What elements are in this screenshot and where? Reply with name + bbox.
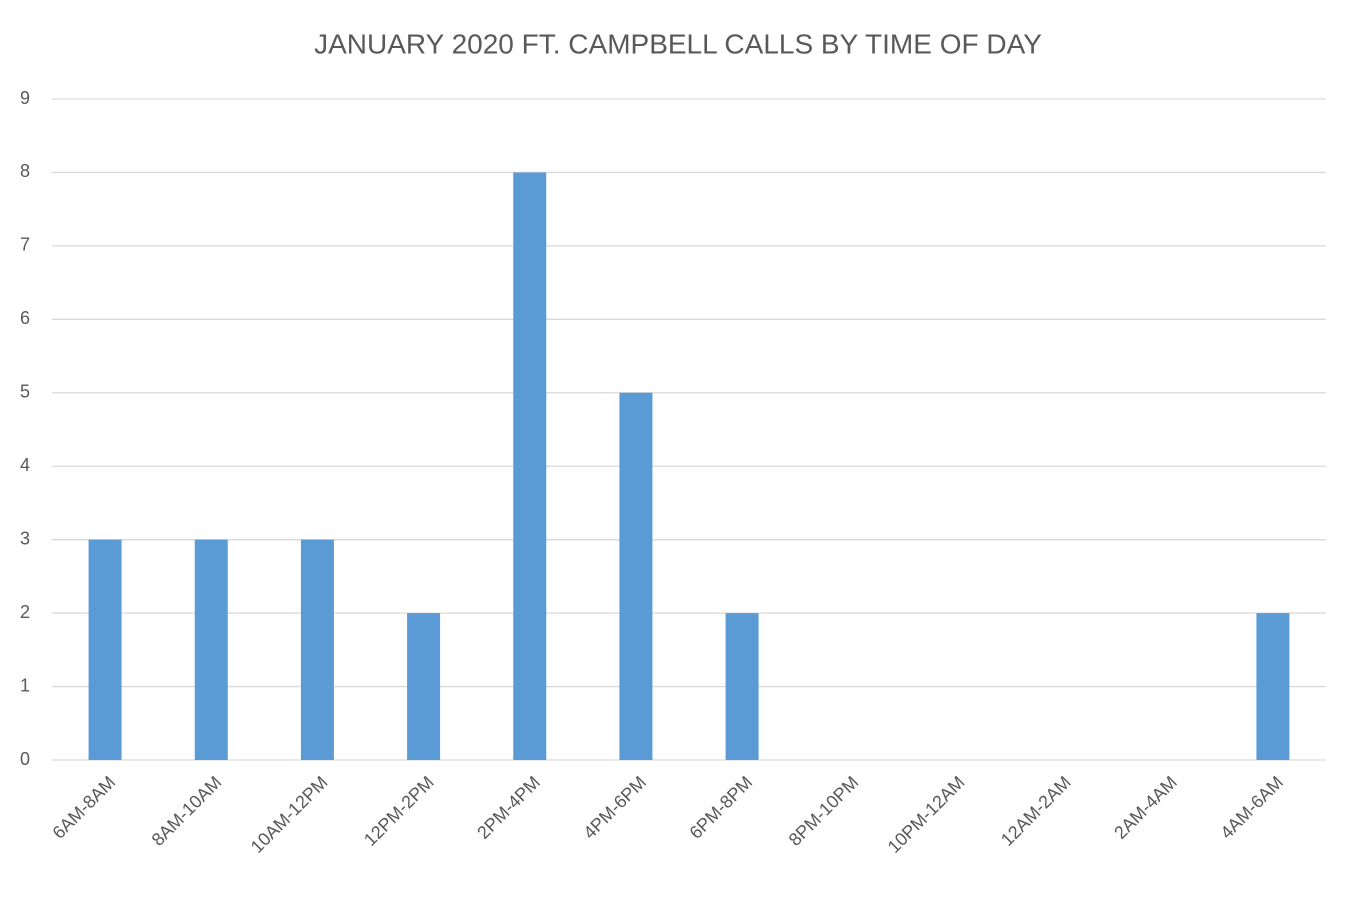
y-tick-label: 0 bbox=[20, 749, 30, 769]
y-tick-label: 3 bbox=[20, 528, 30, 548]
y-tick-label: 2 bbox=[20, 602, 30, 622]
chart-title: JANUARY 2020 FT. CAMPBELL CALLS BY TIME … bbox=[314, 28, 1042, 59]
x-tick-label: 8AM-10AM bbox=[148, 772, 226, 850]
bar bbox=[407, 613, 441, 760]
x-tick-label: 8PM-10PM bbox=[785, 772, 863, 850]
bar bbox=[725, 613, 759, 760]
x-tick-label: 12PM-2PM bbox=[360, 772, 438, 850]
x-tick-label: 2PM-4PM bbox=[473, 772, 544, 843]
x-tick-label: 4AM-6AM bbox=[1216, 772, 1287, 843]
y-tick-label: 6 bbox=[20, 308, 30, 328]
y-tick-label: 8 bbox=[20, 161, 30, 181]
x-tick-label: 4PM-6PM bbox=[579, 772, 650, 843]
x-tick-label: 6PM-8PM bbox=[686, 772, 757, 843]
y-tick-label: 5 bbox=[20, 382, 30, 402]
y-tick-label: 7 bbox=[20, 235, 30, 255]
bar bbox=[513, 172, 547, 760]
x-tick-label: 12AM-2AM bbox=[997, 772, 1075, 850]
bar bbox=[300, 539, 334, 760]
x-tick-label: 10PM-12AM bbox=[884, 772, 969, 857]
y-tick-label: 1 bbox=[20, 675, 30, 695]
y-tick-label: 4 bbox=[20, 455, 30, 475]
bar bbox=[1256, 613, 1290, 760]
x-tick-label: 2AM-4AM bbox=[1110, 772, 1181, 843]
bar bbox=[88, 539, 122, 760]
bar bbox=[619, 392, 653, 760]
x-tick-label: 6AM-8AM bbox=[49, 772, 120, 843]
y-tick-label: 9 bbox=[20, 88, 30, 108]
x-tick-label: 10AM-12PM bbox=[247, 772, 332, 857]
bar bbox=[194, 539, 228, 760]
